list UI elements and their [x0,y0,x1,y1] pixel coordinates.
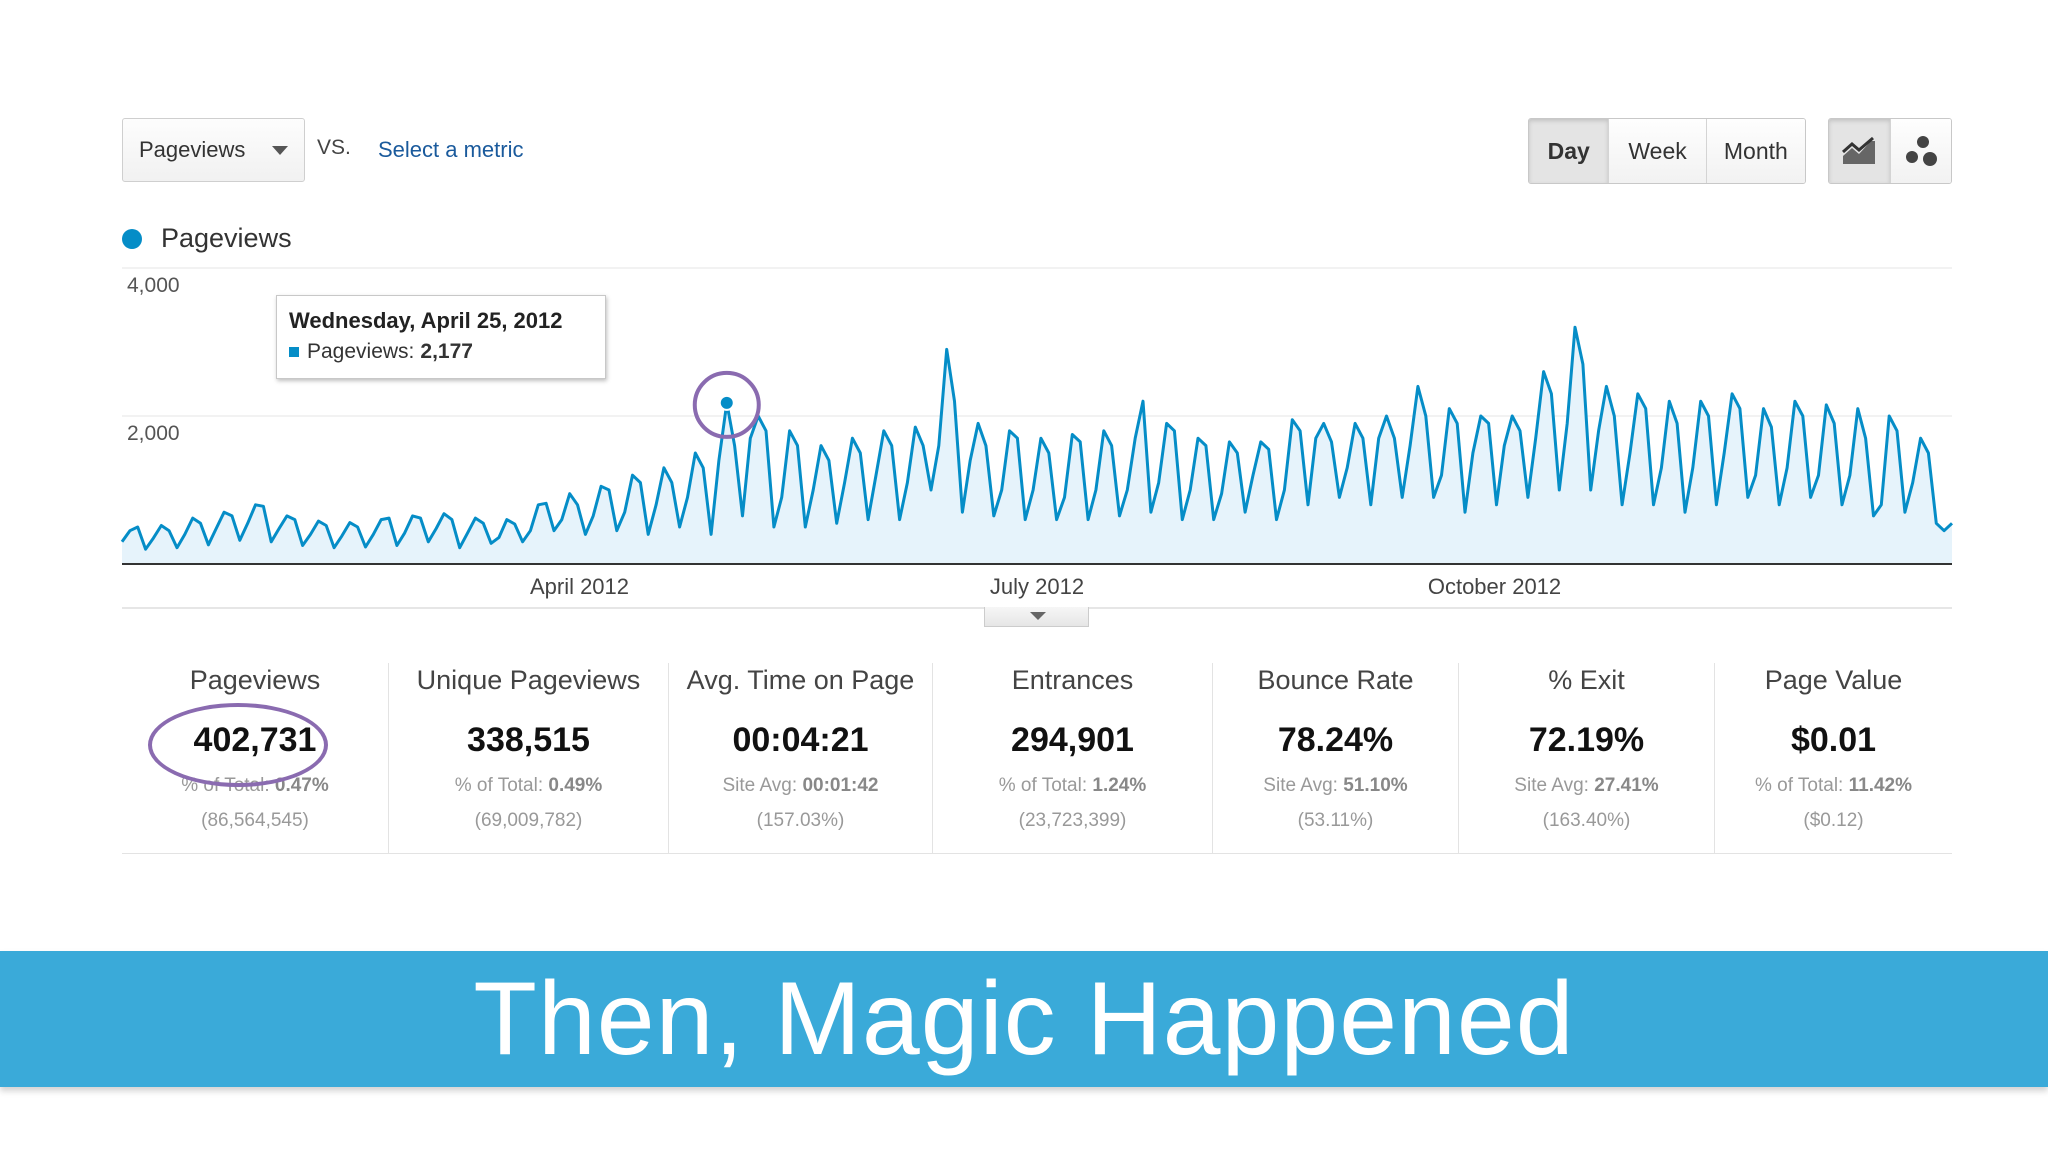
tooltip-label: Pageviews: [307,340,415,363]
metric-total: (69,009,782) [474,810,583,831]
legend-series-label[interactable]: Pageviews [161,223,292,253]
pageviews-line [120,325,1954,551]
metric-value: 00:04:21 [732,721,869,759]
line-chart-icon[interactable] [1829,119,1890,183]
highlight-circle [692,370,761,439]
metric-avg-time-on-page[interactable]: Avg. Time on Page 00:04:21 Site Avg: 00:… [668,663,932,853]
metric-comparison: % of Total: 11.42% [1715,775,1952,797]
tooltip-value: 2,177 [420,340,473,363]
pageviews-chart: 4,000 2,000 April 2012 July 2012 October 20… [120,267,1954,609]
caption-banner: Then, Magic Happened [0,951,2048,1087]
y-tick-label: 2,000 [127,422,180,445]
metric-label: Avg. Time on Page [686,665,915,695]
metric-label: % Exit [1548,665,1625,695]
highlight-oval [148,703,328,787]
x-axis-label: October 2012 [1428,574,1561,599]
metric-comparison-value: 11.42% [1848,775,1913,796]
metric-label: Entrances [1011,665,1134,695]
pageviews-area [122,327,1952,564]
metrics-scorecard: Pageviews 402,731 % of Total: 0.47% (86,… [122,663,1952,854]
metric-label: Page Value [1764,665,1903,695]
metric-comparison-label: Site Avg: [1263,775,1338,796]
metric-comparison: Site Avg: 27.41% [1459,775,1714,797]
metric-value: 338,515 [467,721,590,759]
metric-bounce-rate[interactable]: Bounce Rate 78.24% Site Avg: 51.10% (53.… [1212,663,1458,853]
chevron-down-icon [272,146,288,155]
y-tick-label: 4,000 [127,274,180,297]
metric-value: $0.01 [1790,721,1877,759]
collapse-chart-toggle[interactable] [984,607,1089,627]
metric-pageviews[interactable]: Pageviews 402,731 % of Total: 0.47% (86,… [122,663,388,853]
chart-tooltip: Wednesday, April 25, 2012 Pageviews: 2,1… [276,295,606,379]
metric-unique-pageviews[interactable]: Unique Pageviews 338,515 % of Total: 0.4… [388,663,668,853]
metric-entrances[interactable]: Entrances 294,901 % of Total: 1.24% (23,… [932,663,1212,853]
primary-metric-label: Pageviews [139,137,246,162]
vs-label: VS. [317,136,351,159]
metric-total: (157.03%) [756,810,845,831]
metric-exit[interactable]: % Exit 72.19% Site Avg: 27.41% (163.40%) [1458,663,1714,853]
triangle-down-icon [1030,612,1046,620]
metric-comparison: % of Total: 1.24% [933,775,1212,797]
motion-chart-icon[interactable] [1889,119,1951,183]
period-month-button[interactable]: Month [1705,119,1805,183]
metric-total: (86,564,545) [201,810,309,831]
metric-label: Unique Pageviews [416,665,641,695]
metric-value: 78.24% [1277,721,1394,759]
metric-comparison-value: 0.49% [548,775,603,796]
caption-text: Then, Magic Happened [473,960,1575,1077]
metric-comparison-label: Site Avg: [1514,775,1589,796]
metric-comparison-value: 27.41% [1594,775,1659,796]
metric-total: ($0.12) [1803,810,1864,831]
tooltip-swatch [289,347,299,357]
x-axis-label: July 2012 [990,574,1084,599]
metric-comparison-label: Site Avg: [722,775,798,796]
legend-swatch [122,229,142,249]
tooltip-date: Wednesday, April 25, 2012 [289,308,563,333]
primary-metric-dropdown[interactable]: Pageviews [122,118,305,182]
metric-comparison-label: % of Total: [998,775,1088,796]
metric-label: Bounce Rate [1257,665,1414,695]
metric-page-value[interactable]: Page Value $0.01 % of Total: 11.42% ($0.… [1714,663,1952,853]
x-axis-label: April 2012 [530,574,629,599]
metric-comparison-label: % of Total: [454,775,544,796]
metric-value: 72.19% [1528,721,1645,759]
metric-comparison-label: % of Total: [1754,775,1844,796]
period-week-button[interactable]: Week [1608,119,1706,183]
metric-comparison-value: 0.47% [274,775,329,796]
chart-view-selector [1828,118,1952,184]
metric-comparison-value: 00:01:42 [802,775,879,796]
metric-total: (23,723,399) [1018,810,1127,831]
metric-total: (163.40%) [1542,810,1631,831]
metric-label: Pageviews [189,665,321,695]
metric-total: (53.11%) [1297,810,1374,831]
highlight-point[interactable] [718,394,735,411]
select-metric-link[interactable]: Select a metric [378,137,524,162]
period-day-button[interactable]: Day [1529,119,1609,183]
metric-value: 294,901 [1011,721,1134,759]
metric-comparison: Site Avg: 00:01:42 [669,775,932,797]
period-selector: Day Week Month [1528,118,1806,184]
metric-comparison: % of Total: 0.49% [389,775,668,797]
metric-comparison-value: 1.24% [1092,775,1147,796]
metric-comparison: Site Avg: 51.10% [1213,775,1458,797]
metric-comparison-value: 51.10% [1343,775,1408,796]
